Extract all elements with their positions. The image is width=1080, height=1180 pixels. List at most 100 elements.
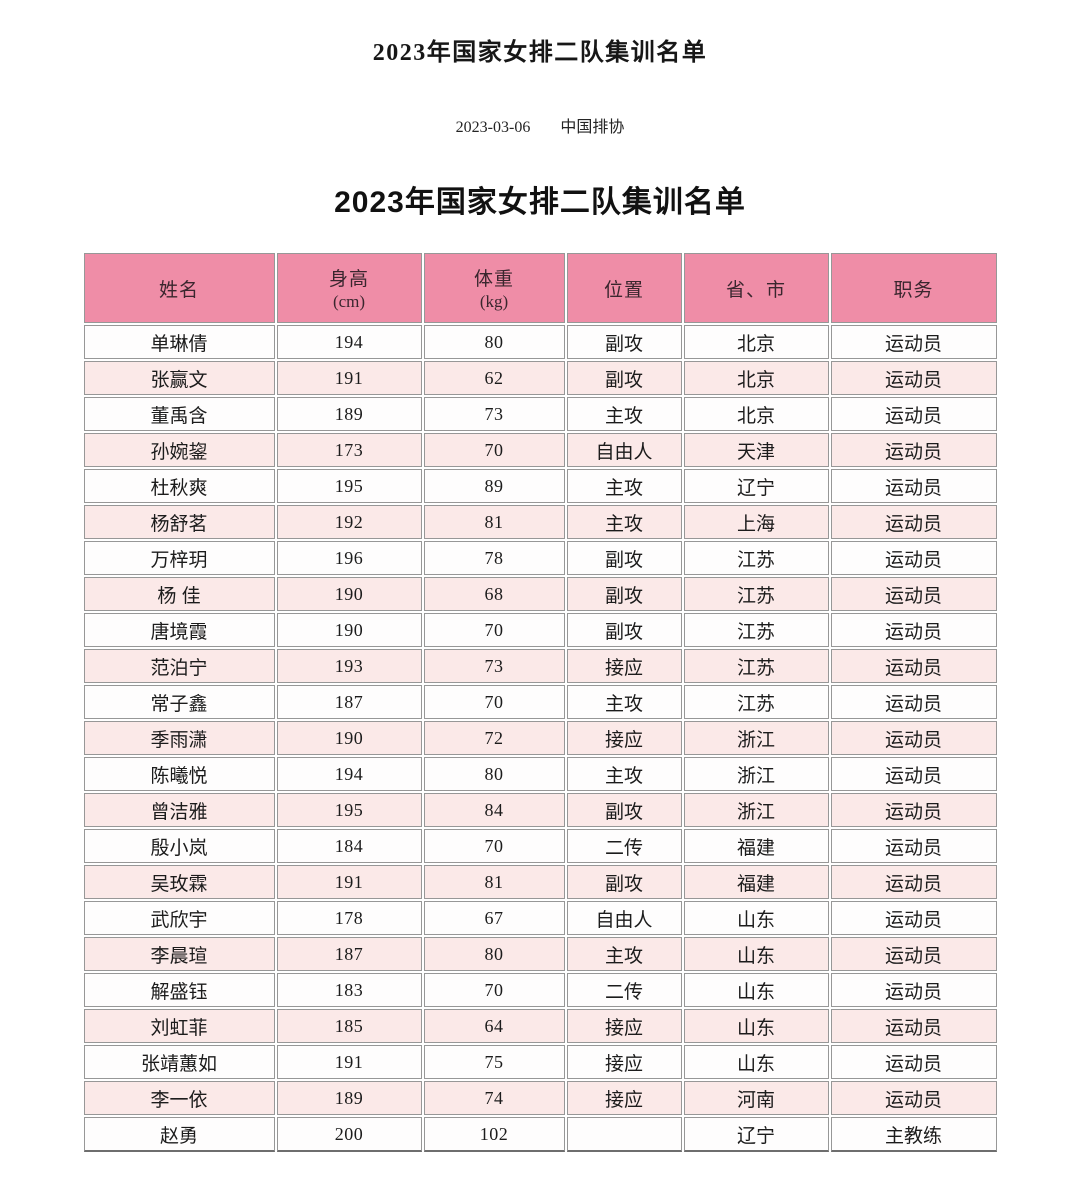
cell-col4: 浙江 [683, 793, 829, 827]
cell-col1: 187 [276, 937, 422, 971]
cell-col3: 接应 [566, 1081, 682, 1115]
cell-col2: 67 [423, 901, 565, 935]
cell-col3: 接应 [566, 649, 682, 683]
cell-col1: 191 [276, 1045, 422, 1079]
cell-col1: 190 [276, 613, 422, 647]
cell-col5: 运动员 [830, 1009, 997, 1043]
cell-col5: 运动员 [830, 829, 997, 863]
cell-col4: 山东 [683, 973, 829, 1007]
cell-col5: 运动员 [830, 865, 997, 899]
cell-col4: 上海 [683, 505, 829, 539]
cell-col3: 副攻 [566, 325, 682, 359]
table-row: 赵勇 200 102 辽宁 主教练 [83, 1117, 997, 1152]
cell-col5: 运动员 [830, 937, 997, 971]
table-title: 2023年国家女排二队集训名单 [334, 186, 746, 219]
cell-col3: 自由人 [566, 433, 682, 467]
cell-col1: 193 [276, 649, 422, 683]
cell-col1: 196 [276, 541, 422, 575]
cell-col5: 主教练 [830, 1117, 997, 1152]
cell-col0: 李晨瑄 [83, 937, 275, 971]
cell-col5: 运动员 [830, 469, 997, 503]
roster-body: 单琳倩 194 80 副攻 北京 运动员 张赢文 191 62 副攻 北京 运动员 董禹含 189 73 主攻… [83, 325, 997, 1152]
table-row: 殷小岚 184 70 二传 福建 运动员 [83, 829, 997, 863]
cell-col3: 主攻 [566, 505, 682, 539]
table-row: 孙婉鋆 173 70 自由人 天津 运动员 [83, 433, 997, 467]
cell-col4: 山东 [683, 1045, 829, 1079]
table-row: 张靖蕙如 191 75 接应 山东 运动员 [83, 1045, 997, 1079]
cell-col4: 北京 [683, 397, 829, 431]
cell-col1: 185 [276, 1009, 422, 1043]
cell-col5: 运动员 [830, 577, 997, 611]
cell-col0: 张靖蕙如 [83, 1045, 275, 1079]
cell-col3: 副攻 [566, 865, 682, 899]
cell-col5: 运动员 [830, 361, 997, 395]
cell-col1: 191 [276, 865, 422, 899]
table-row: 常子鑫 187 70 主攻 江苏 运动员 [83, 685, 997, 719]
article-title: 2023年国家女排二队集训名单 [372, 40, 708, 66]
cell-col0: 单琳倩 [83, 325, 275, 359]
cell-col0: 解盛钰 [83, 973, 275, 1007]
cell-col5: 运动员 [830, 1045, 997, 1079]
cell-col4: 天津 [683, 433, 829, 467]
cell-col1: 178 [276, 901, 422, 935]
cell-col3: 主攻 [566, 469, 682, 503]
cell-col0: 范泊宁 [83, 649, 275, 683]
cell-col4: 山东 [683, 901, 829, 935]
cell-col0: 殷小岚 [83, 829, 275, 863]
cell-col1: 191 [276, 361, 422, 395]
cell-col3: 主攻 [566, 937, 682, 971]
cell-col3: 接应 [566, 721, 682, 755]
cell-col5: 运动员 [830, 397, 997, 431]
table-row: 吴玫霖 191 81 副攻 福建 运动员 [83, 865, 997, 899]
cell-col4: 江苏 [683, 577, 829, 611]
cell-col1: 189 [276, 397, 422, 431]
cell-col5: 运动员 [830, 1081, 997, 1115]
header-cell-4: 省、市 [683, 253, 829, 323]
cell-col2: 75 [423, 1045, 565, 1079]
table-row: 解盛钰 183 70 二传 山东 运动员 [83, 973, 997, 1007]
table-row: 张赢文 191 62 副攻 北京 运动员 [83, 361, 997, 395]
cell-col1: 184 [276, 829, 422, 863]
cell-col2: 72 [423, 721, 565, 755]
cell-col3: 主攻 [566, 757, 682, 791]
cell-col2: 70 [423, 685, 565, 719]
cell-col2: 73 [423, 397, 565, 431]
cell-col3: 接应 [566, 1045, 682, 1079]
cell-col4: 北京 [683, 325, 829, 359]
cell-col5: 运动员 [830, 757, 997, 791]
cell-col2: 80 [423, 757, 565, 791]
cell-col2: 74 [423, 1081, 565, 1115]
cell-col5: 运动员 [830, 901, 997, 935]
cell-col3: 自由人 [566, 901, 682, 935]
header-cell-2: 体重 (kg) [423, 253, 565, 323]
cell-col5: 运动员 [830, 685, 997, 719]
cell-col3: 副攻 [566, 613, 682, 647]
cell-col4: 河南 [683, 1081, 829, 1115]
cell-col4: 山东 [683, 937, 829, 971]
cell-col0: 吴玫霖 [83, 865, 275, 899]
cell-col2: 102 [423, 1117, 565, 1152]
cell-col4: 江苏 [683, 541, 829, 575]
cell-col1: 183 [276, 973, 422, 1007]
table-row: 季雨潇 190 72 接应 浙江 运动员 [83, 721, 997, 755]
cell-col2: 64 [423, 1009, 565, 1043]
cell-col1: 173 [276, 433, 422, 467]
cell-col3: 副攻 [566, 793, 682, 827]
cell-col2: 84 [423, 793, 565, 827]
roster-table: 姓名 身高 (cm) 体重 (kg) 位置 省、市 职务 单琳倩 194 80 副攻 北京 运动员 张赢文… [82, 251, 999, 1154]
table-row: 武欣宇 178 67 自由人 山东 运动员 [83, 901, 997, 935]
cell-col5: 运动员 [830, 433, 997, 467]
table-row: 万梓玥 196 78 副攻 江苏 运动员 [83, 541, 997, 575]
cell-col3: 接应 [566, 1009, 682, 1043]
cell-col2: 70 [423, 613, 565, 647]
cell-col3 [566, 1117, 682, 1152]
cell-col5: 运动员 [830, 721, 997, 755]
cell-col3: 二传 [566, 973, 682, 1007]
header-cell-0: 姓名 [83, 253, 275, 323]
cell-col5: 运动员 [830, 325, 997, 359]
cell-col3: 副攻 [566, 577, 682, 611]
cell-col0: 孙婉鋆 [83, 433, 275, 467]
cell-col2: 70 [423, 973, 565, 1007]
table-row: 杨 佳 190 68 副攻 江苏 运动员 [83, 577, 997, 611]
cell-col0: 常子鑫 [83, 685, 275, 719]
